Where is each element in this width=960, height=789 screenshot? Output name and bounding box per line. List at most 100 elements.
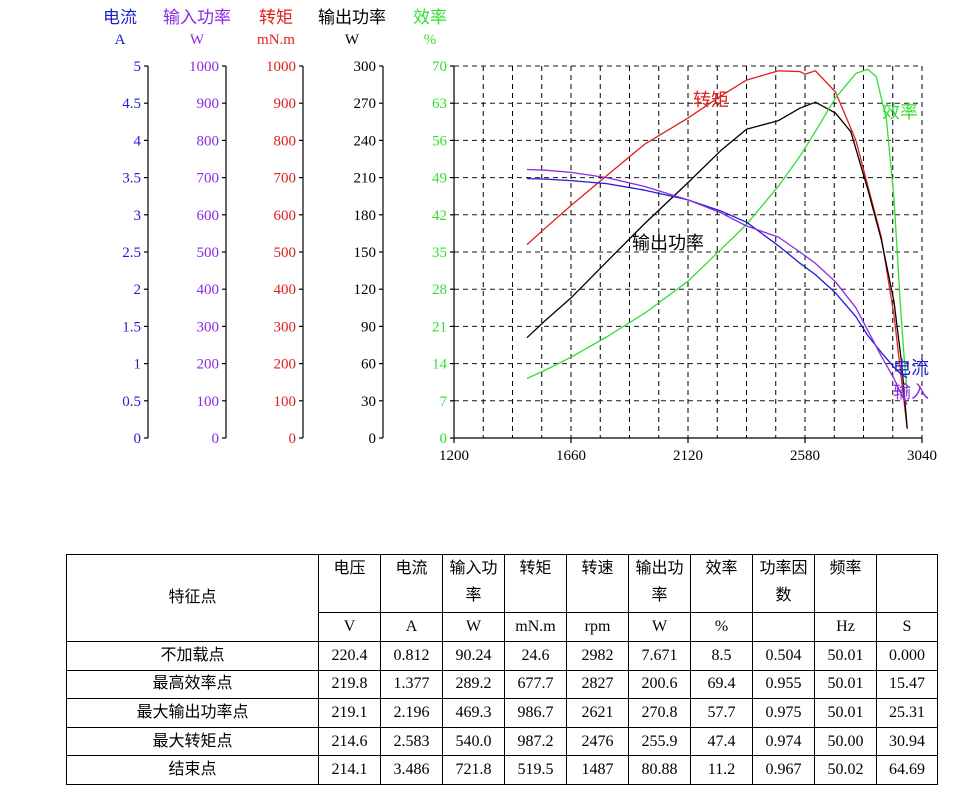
input_power-tick-label: 300 bbox=[197, 319, 220, 335]
x-tick-label: 1660 bbox=[556, 448, 586, 464]
curve-label-output_power: 输出功率 bbox=[632, 233, 704, 253]
table-row: 结束点 214.1 3.486 721.8 519.5 1487 80.88 11.2 0.96… bbox=[66, 755, 938, 785]
table-cell: 214.1 bbox=[318, 755, 381, 785]
output_power-tick-label: 60 bbox=[361, 357, 376, 373]
current-axis-title: 电流 bbox=[103, 8, 137, 27]
table-cell: 50.01 bbox=[814, 640, 877, 671]
current-tick-label: 1 bbox=[134, 357, 142, 373]
torque-tick-label: 900 bbox=[274, 96, 297, 112]
table-cell: 30.94 bbox=[876, 726, 938, 757]
curve-label-efficiency: 效率 bbox=[882, 102, 918, 122]
input_power-tick-label: 900 bbox=[197, 96, 220, 112]
column-unit: % bbox=[690, 612, 753, 642]
header-label: 特征点 bbox=[66, 554, 319, 642]
table-cell: 0.812 bbox=[380, 640, 443, 671]
table-row: 最大输出功率点 219.1 2.196 469.3 986.7 2621 270.8 57.7… bbox=[66, 698, 938, 728]
table-cell: 0.955 bbox=[752, 669, 815, 700]
table-cell: 469.3 bbox=[442, 698, 505, 728]
table-cell: 0.967 bbox=[752, 755, 815, 785]
torque-tick-label: 700 bbox=[274, 171, 297, 187]
table-cell: 219.8 bbox=[318, 669, 381, 700]
feature-points-table: 特征点 电压 电流 输入功率 转矩 转速 输出功率 效率 功率因数 频率 V A… bbox=[66, 553, 938, 785]
table-cell: 0.000 bbox=[876, 640, 938, 671]
input_power-tick-label: 100 bbox=[197, 394, 220, 410]
column-name: 转速 bbox=[566, 553, 629, 614]
output_power-tick-label: 150 bbox=[354, 245, 377, 261]
column-unit: V bbox=[318, 612, 381, 642]
table-cell: 2476 bbox=[566, 726, 629, 757]
column-name: 功率因数 bbox=[752, 553, 815, 614]
column-unit: Hz bbox=[814, 612, 877, 642]
table-cell: 80.88 bbox=[628, 755, 691, 785]
output_power-tick-label: 300 bbox=[354, 59, 377, 75]
input_power-tick-label: 800 bbox=[197, 133, 220, 149]
column-name bbox=[876, 553, 938, 614]
output_power-tick-label: 0 bbox=[369, 431, 377, 447]
table-cell: 220.4 bbox=[318, 640, 381, 671]
column-unit: A bbox=[380, 612, 443, 642]
table-cell: 519.5 bbox=[504, 755, 567, 785]
torque-tick-label: 300 bbox=[274, 319, 297, 335]
current-tick-label: 2 bbox=[134, 282, 142, 298]
efficiency-tick-label: 70 bbox=[432, 59, 447, 75]
curve-label-torque: 转矩 bbox=[693, 90, 729, 110]
current-tick-label: 4 bbox=[134, 133, 142, 149]
column-name: 输入功率 bbox=[442, 553, 505, 614]
torque-tick-label: 200 bbox=[274, 357, 297, 373]
table-cell: 677.7 bbox=[504, 669, 567, 700]
series-line-current bbox=[526, 177, 908, 379]
efficiency-axis-unit: % bbox=[424, 32, 437, 48]
current-tick-label: 0.5 bbox=[122, 394, 141, 410]
output_power-tick-label: 120 bbox=[354, 282, 377, 298]
current-tick-label: 1.5 bbox=[122, 319, 141, 335]
current-tick-label: 4.5 bbox=[122, 96, 141, 112]
output_power-axis-unit: W bbox=[345, 32, 360, 48]
torque-tick-label: 800 bbox=[274, 133, 297, 149]
column-name: 电流 bbox=[380, 553, 443, 614]
motor-performance-chart: 电流A00.511.522.533.544.55输入功率W01002003004… bbox=[103, 8, 937, 464]
table-cell: 1.377 bbox=[380, 669, 443, 700]
column-unit: W bbox=[628, 612, 691, 642]
row-label: 最大输出功率点 bbox=[66, 698, 319, 728]
x-tick-label: 2580 bbox=[790, 448, 820, 464]
efficiency-tick-label: 28 bbox=[432, 282, 447, 298]
table-cell: 0.504 bbox=[752, 640, 815, 671]
table-cell: 50.02 bbox=[814, 755, 877, 785]
table-cell: 15.47 bbox=[876, 669, 938, 700]
table-cell: 289.2 bbox=[442, 669, 505, 700]
table-cell: 11.2 bbox=[690, 755, 753, 785]
table-row: 最大转矩点 214.6 2.583 540.0 987.2 2476 255.9 47.4 0.… bbox=[66, 726, 938, 757]
x-tick-label: 2120 bbox=[673, 448, 703, 464]
curve-label-input_power: 输入 bbox=[893, 382, 929, 402]
table-cell: 50.01 bbox=[814, 669, 877, 700]
column-name: 频率 bbox=[814, 553, 877, 614]
output_power-axis-title: 输出功率 bbox=[318, 8, 386, 27]
series-line-torque bbox=[526, 70, 908, 429]
series-line-efficiency bbox=[526, 68, 908, 393]
efficiency-tick-label: 14 bbox=[432, 357, 448, 373]
table-cell: 3.486 bbox=[380, 755, 443, 785]
input_power-tick-label: 400 bbox=[197, 282, 220, 298]
table-cell: 721.8 bbox=[442, 755, 505, 785]
series-line-output_power bbox=[526, 101, 908, 429]
x-tick-label: 3040 bbox=[907, 448, 937, 464]
table-cell: 2827 bbox=[566, 669, 629, 700]
table-cell: 270.8 bbox=[628, 698, 691, 728]
table-cell: 50.01 bbox=[814, 698, 877, 728]
output_power-tick-label: 270 bbox=[354, 96, 377, 112]
torque-tick-label: 600 bbox=[274, 208, 297, 224]
efficiency-tick-label: 49 bbox=[432, 171, 447, 187]
table-cell: 57.7 bbox=[690, 698, 753, 728]
efficiency-tick-label: 7 bbox=[440, 394, 448, 410]
table-cell: 1487 bbox=[566, 755, 629, 785]
column-name: 输出功率 bbox=[628, 553, 691, 614]
input_power-tick-label: 1000 bbox=[189, 59, 219, 75]
torque-tick-label: 100 bbox=[274, 394, 297, 410]
table-cell: 2.196 bbox=[380, 698, 443, 728]
column-unit bbox=[752, 612, 815, 642]
torque-tick-label: 400 bbox=[274, 282, 297, 298]
input_power-tick-label: 500 bbox=[197, 245, 220, 261]
current-tick-label: 3.5 bbox=[122, 171, 141, 187]
row-label: 结束点 bbox=[66, 755, 319, 785]
current-tick-label: 5 bbox=[134, 59, 142, 75]
